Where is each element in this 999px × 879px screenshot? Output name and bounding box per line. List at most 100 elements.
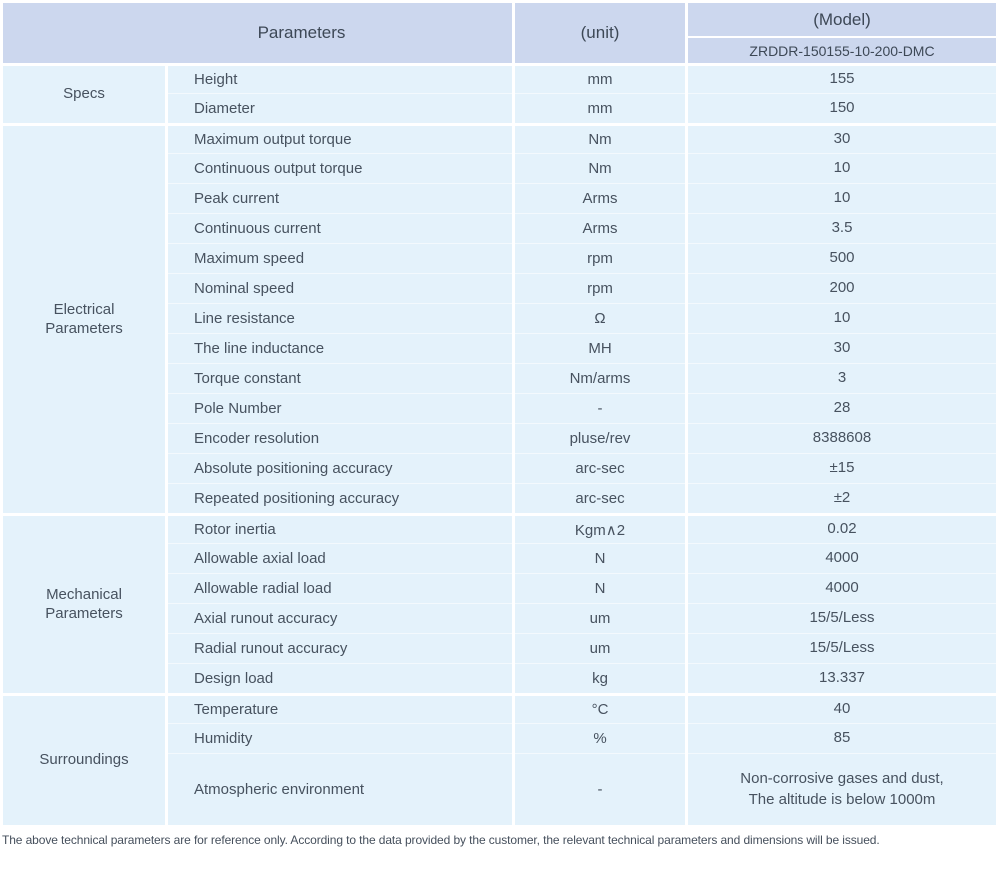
param-cell: Torque constant	[168, 363, 512, 393]
unit-cell: kg	[515, 663, 685, 693]
param-cell: The line inductance	[168, 333, 512, 363]
param-cell: Continuous current	[168, 213, 512, 243]
unit-cell: Kgm∧2	[515, 513, 685, 543]
param-cell: Design load	[168, 663, 512, 693]
value-cell: 30	[688, 333, 996, 363]
unit-cell: um	[515, 603, 685, 633]
table-body: Specs Height mm 155 Diameter mm 150 Electrical …	[3, 63, 996, 825]
table-row: Continuous current Arms 3.5	[3, 213, 996, 243]
table-row: Diameter mm 150	[3, 93, 996, 123]
param-cell: Diameter	[168, 93, 512, 123]
unit-header-cell: (unit)	[515, 3, 685, 63]
parameters-header-cell: Parameters	[3, 3, 512, 63]
unit-cell: N	[515, 543, 685, 573]
unit-cell: -	[515, 393, 685, 423]
param-cell: Allowable axial load	[168, 543, 512, 573]
table-row: Mechanical Parameters Rotor inertia Kgm∧2 0…	[3, 513, 996, 693]
param-cell: Temperature	[168, 693, 512, 723]
unit-cell: rpm	[515, 243, 685, 273]
unit-cell: arc-sec	[515, 453, 685, 483]
value-cell: 10	[688, 183, 996, 213]
param-cell: Axial runout accuracy	[168, 603, 512, 633]
table-row: Pole Number -28	[3, 393, 996, 423]
spec-table: Parameters (unit) (Model) ZRDDR-150155-1…	[0, 3, 999, 825]
param-cell: Line resistance	[168, 303, 512, 333]
group-cell-surroundings: Surroundings	[3, 693, 165, 825]
param-cell: Encoder resolution	[168, 423, 512, 453]
table-row: Allowable axial load N 4000	[3, 543, 996, 573]
table-row: Axial runout accuracy um 15/5/Less	[3, 603, 996, 633]
param-cell: Peak current	[168, 183, 512, 213]
table-row: Humidity% 85	[3, 723, 996, 753]
unit-cell: pluse/rev	[515, 423, 685, 453]
table-row: Maximum speed rpm 500	[3, 243, 996, 273]
unit-cell: -	[515, 753, 685, 825]
value-cell: 30	[688, 123, 996, 153]
value-cell: ±15	[688, 453, 996, 483]
param-cell: Nominal speed	[168, 273, 512, 303]
table-row: The line inductance MH 30	[3, 333, 996, 363]
unit-cell: Arms	[515, 213, 685, 243]
table-row: Peak current Arms 10	[3, 183, 996, 213]
table-row: Allowable radial load N 4000	[3, 573, 996, 603]
value-cell: 4000	[688, 573, 996, 603]
param-cell: Pole Number	[168, 393, 512, 423]
table-row: Torque constant Nm/arms 3	[3, 363, 996, 393]
value-cell: 3	[688, 363, 996, 393]
value-cell: 3.5	[688, 213, 996, 243]
group-cell-electrical-parameters: Electrical Parameters	[3, 123, 165, 513]
param-cell: Atmospheric environment	[168, 753, 512, 825]
table-row: Atmospheric environment - Non-corrosive ga…	[3, 753, 996, 825]
value-cell: 500	[688, 243, 996, 273]
unit-cell: arc-sec	[515, 483, 685, 513]
value-cell: 150	[688, 93, 996, 123]
value-cell: 155	[688, 63, 996, 93]
table-row: Radial runout accuracy um 15/5/Less	[3, 633, 996, 663]
table-row: Continuous output torque Nm 10	[3, 153, 996, 183]
param-cell: Repeated positioning accuracy	[168, 483, 512, 513]
param-cell: Continuous output torque	[168, 153, 512, 183]
table-row: Design load kg 13.337	[3, 663, 996, 693]
unit-cell: Arms	[515, 183, 685, 213]
value-cell: 10	[688, 303, 996, 333]
value-cell: 10	[688, 153, 996, 183]
table-row: Nominal speed rpm 200	[3, 273, 996, 303]
value-cell: 85	[688, 723, 996, 753]
value-cell: 0.02	[688, 513, 996, 543]
group-cell-specs: Specs	[3, 63, 165, 123]
table-header: Parameters (unit) (Model) ZRDDR-150155-1…	[3, 3, 996, 63]
value-cell: Non-corrosive gases and dust, The altitu…	[688, 753, 996, 825]
param-cell: Allowable radial load	[168, 573, 512, 603]
unit-cell: Nm	[515, 153, 685, 183]
unit-cell: Ω	[515, 303, 685, 333]
param-cell: Maximum output torque	[168, 123, 512, 153]
unit-cell: mm	[515, 63, 685, 93]
param-cell: Absolute positioning accuracy	[168, 453, 512, 483]
unit-cell: Nm	[515, 123, 685, 153]
table-row: Electrical Parameters Maximum output torq…	[3, 123, 996, 513]
value-cell: 8388608	[688, 423, 996, 453]
value-cell: 40	[688, 693, 996, 723]
unit-cell: um	[515, 633, 685, 663]
group-cell-mechanical-parameters: Mechanical Parameters	[3, 513, 165, 693]
param-cell: Radial runout accuracy	[168, 633, 512, 663]
model-number-cell: ZRDDR-150155-10-200-DMC	[688, 36, 996, 63]
table-row: Repeated positioning accuracy arc-sec ±2	[3, 483, 996, 513]
param-cell: Height	[168, 63, 512, 93]
footnote-text: The above technical parameters are for r…	[2, 833, 880, 847]
unit-cell: rpm	[515, 273, 685, 303]
table-row: Encoder resolution pluse/rev 8388608	[3, 423, 996, 453]
unit-cell: °C	[515, 693, 685, 723]
value-cell: 15/5/Less	[688, 633, 996, 663]
unit-cell: MH	[515, 333, 685, 363]
value-cell: 4000	[688, 543, 996, 573]
unit-cell: Nm/arms	[515, 363, 685, 393]
value-cell: 13.337	[688, 663, 996, 693]
value-cell: 28	[688, 393, 996, 423]
param-cell: Humidity	[168, 723, 512, 753]
table-row: Line resistance Ω 10	[3, 303, 996, 333]
param-cell: Maximum speed	[168, 243, 512, 273]
param-cell: Rotor inertia	[168, 513, 512, 543]
table-row: Specs Height mm 155	[3, 63, 996, 123]
